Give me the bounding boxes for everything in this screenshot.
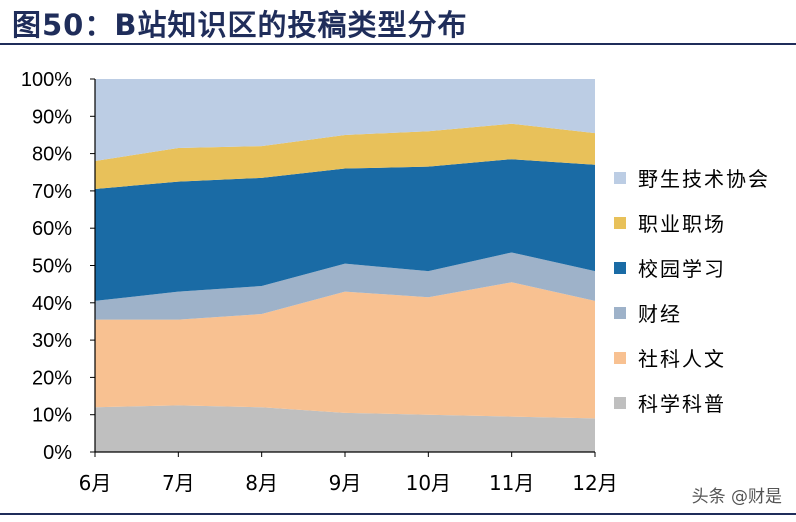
chart-legend: 野生技术协会 职业职场校园学习财经社科人文科学科普 xyxy=(614,155,770,425)
watermark-text: 头条 @财是 xyxy=(691,487,782,507)
area-series-3 xyxy=(95,252,595,320)
legend-swatch xyxy=(614,216,626,229)
y-tick-label: 20% xyxy=(32,367,72,389)
legend-item: 野生技术协会 xyxy=(614,155,770,200)
area-series-6 xyxy=(95,79,595,162)
y-tick-label: 90% xyxy=(32,106,72,128)
x-tick-label: 10月 xyxy=(406,471,451,495)
x-tick-label: 12月 xyxy=(572,471,617,495)
legend-swatch xyxy=(614,396,626,409)
legend-item: 财经 xyxy=(614,290,770,335)
x-tick-label: 7月 xyxy=(162,471,195,495)
x-tick-label: 6月 xyxy=(79,471,112,495)
area-series-4 xyxy=(95,159,595,301)
x-tick-label: 8月 xyxy=(245,471,278,495)
y-tick-label: 60% xyxy=(32,218,72,240)
y-tick-label: 10% xyxy=(32,405,72,427)
area-series-5 xyxy=(95,123,595,190)
y-tick-label: 40% xyxy=(32,293,72,315)
legend-label: 财经 xyxy=(638,302,682,326)
legend-label: 社科人文 xyxy=(638,347,726,371)
legend-item: 科学科普 xyxy=(614,380,770,425)
legend-label: 野生技术协会 xyxy=(638,167,770,191)
y-tick-label: 80% xyxy=(32,144,72,166)
bottom-divider xyxy=(0,513,796,515)
x-tick-label: 9月 xyxy=(329,471,362,495)
legend-swatch xyxy=(614,171,626,184)
legend-label: 职业职场 xyxy=(638,212,726,236)
area-series-1 xyxy=(95,405,595,452)
x-tick-label: 11月 xyxy=(489,471,534,495)
legend-swatch xyxy=(614,261,626,274)
y-tick-label: 100% xyxy=(21,69,72,91)
title-divider xyxy=(0,43,796,45)
legend-item: 社科人文 xyxy=(614,335,770,380)
y-tick-label: 50% xyxy=(32,256,72,278)
area-series-2 xyxy=(95,282,595,419)
legend-swatch xyxy=(614,306,626,319)
legend-label: 科学科普 xyxy=(638,392,726,416)
legend-item: 校园学习 xyxy=(614,245,770,290)
legend-label: 校园学习 xyxy=(638,257,726,281)
y-tick-label: 0% xyxy=(43,442,72,464)
y-tick-label: 70% xyxy=(32,181,72,203)
legend-swatch xyxy=(614,351,626,364)
y-tick-label: 30% xyxy=(32,330,72,352)
chart-title: 图50：B站知识区的投稿类型分布 xyxy=(12,8,468,42)
legend-item: 职业职场 xyxy=(614,200,770,245)
